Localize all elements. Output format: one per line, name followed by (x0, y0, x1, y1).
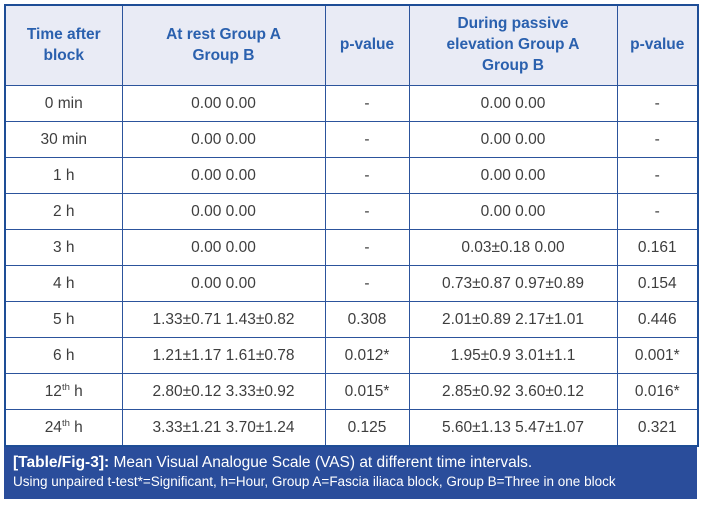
passive-elevation-cell: 0.00 0.00 (408, 157, 618, 194)
table-row: 4 h 0.00 0.00 - 0.73±0.87 0.97±0.89 0.15… (4, 265, 699, 302)
table-caption: [Table/Fig-3]: Mean Visual Analogue Scal… (4, 447, 697, 500)
caption-title-line: [Table/Fig-3]: Mean Visual Analogue Scal… (13, 453, 688, 472)
col-header-at-rest-label: At rest Group A Group B (166, 25, 281, 64)
time-cell: 4 h (4, 265, 123, 302)
p-value-rest-cell: - (324, 229, 410, 266)
passive-elevation-cell: 0.03±0.18 0.00 (408, 229, 618, 266)
time-cell: 5 h (4, 301, 123, 338)
time-unit: h (69, 383, 83, 401)
p-value-rest-cell: - (324, 193, 410, 230)
vas-table: Time after block At rest Group A Group B… (4, 4, 699, 447)
p-value-rest-cell: - (324, 157, 410, 194)
time-label: 24 (44, 419, 62, 437)
time-unit: h (69, 419, 83, 437)
passive-elevation-cell: 2.85±0.92 3.60±0.12 (408, 373, 618, 410)
time-cell: 3 h (4, 229, 123, 266)
table-header: Time after block At rest Group A Group B… (4, 4, 699, 86)
at-rest-cell: 1.21±1.17 1.61±0.78 (121, 337, 326, 374)
at-rest-cell: 0.00 0.00 (121, 121, 326, 158)
at-rest-cell: 0.00 0.00 (121, 85, 326, 122)
p-value-passive-cell: - (616, 157, 699, 194)
table-row: 30 min 0.00 0.00 - 0.00 0.00 - (4, 121, 699, 158)
col-header-passive-label: During passive elevation Group A Group B (446, 15, 580, 74)
col-header-pvalue-passive: p-value (616, 4, 699, 86)
time-cell: 24th h (4, 409, 123, 447)
passive-elevation-cell: 0.00 0.00 (408, 121, 618, 158)
time-cell: 6 h (4, 337, 123, 374)
p-value-passive-cell: - (616, 85, 699, 122)
at-rest-cell: 0.00 0.00 (121, 229, 326, 266)
passive-elevation-cell: 5.60±1.13 5.47±1.07 (408, 409, 618, 447)
time-cell: 1 h (4, 157, 123, 194)
table-row: 6 h 1.21±1.17 1.61±0.78 0.012* 1.95±0.9 … (4, 337, 699, 374)
table-row: 0 min 0.00 0.00 - 0.00 0.00 - (4, 85, 699, 122)
at-rest-cell: 0.00 0.00 (121, 157, 326, 194)
p-value-passive-cell: 0.154 (616, 265, 699, 302)
time-cell: 0 min (4, 85, 123, 122)
p-value-rest-cell: - (324, 85, 410, 122)
p-value-passive-cell: 0.321 (616, 409, 699, 447)
time-label: 3 h (52, 239, 75, 257)
time-label: 30 min (40, 131, 88, 149)
at-rest-cell: 0.00 0.00 (121, 265, 326, 302)
p-value-rest-cell: - (324, 121, 410, 158)
time-cell: 30 min (4, 121, 123, 158)
passive-elevation-cell: 0.73±0.87 0.97±0.89 (408, 265, 618, 302)
p-value-rest-cell: 0.308 (324, 301, 410, 338)
time-cell: 12th h (4, 373, 123, 410)
table-row: 2 h 0.00 0.00 - 0.00 0.00 - (4, 193, 699, 230)
col-header-pvalue-rest: p-value (324, 4, 410, 86)
header-row: Time after block At rest Group A Group B… (4, 4, 699, 86)
p-value-rest-cell: 0.125 (324, 409, 410, 447)
table-row: 1 h 0.00 0.00 - 0.00 0.00 - (4, 157, 699, 194)
p-value-passive-cell: 0.446 (616, 301, 699, 338)
time-cell: 2 h (4, 193, 123, 230)
time-label: 5 h (52, 311, 75, 329)
passive-elevation-cell: 0.00 0.00 (408, 193, 618, 230)
passive-elevation-cell: 0.00 0.00 (408, 85, 618, 122)
at-rest-cell: 0.00 0.00 (121, 193, 326, 230)
table-body: 0 min 0.00 0.00 - 0.00 0.00 - 30 min 0.0… (4, 85, 699, 447)
p-value-rest-cell: 0.015* (324, 373, 410, 410)
p-value-passive-cell: 0.161 (616, 229, 699, 266)
table-row: 12th h 2.80±0.12 3.33±0.92 0.015* 2.85±0… (4, 373, 699, 410)
p-value-passive-cell: 0.016* (616, 373, 699, 410)
at-rest-cell: 1.33±0.71 1.43±0.82 (121, 301, 326, 338)
table-figure: Time after block At rest Group A Group B… (4, 4, 699, 500)
table-row: 5 h 1.33±0.71 1.43±0.82 0.308 2.01±0.89 … (4, 301, 699, 338)
time-label: 0 min (44, 95, 83, 113)
caption-note: Using unpaired t-test*=Significant, h=Ho… (13, 474, 616, 490)
table-row: 24th h 3.33±1.21 3.70±1.24 0.125 5.60±1.… (4, 409, 699, 447)
p-value-rest-cell: 0.012* (324, 337, 410, 374)
at-rest-cell: 3.33±1.21 3.70±1.24 (121, 409, 326, 447)
caption-label: [Table/Fig-3]: (13, 454, 110, 471)
time-label: 4 h (52, 275, 75, 293)
passive-elevation-cell: 1.95±0.9 3.01±1.1 (408, 337, 618, 374)
time-superscript: th (61, 381, 70, 393)
table-row: 3 h 0.00 0.00 - 0.03±0.18 0.00 0.161 (4, 229, 699, 266)
col-header-at-rest: At rest Group A Group B (121, 4, 326, 86)
col-header-time: Time after block (4, 4, 123, 86)
p-value-passive-cell: - (616, 193, 699, 230)
time-label: 6 h (52, 347, 75, 365)
time-label: 1 h (52, 167, 75, 185)
p-value-passive-cell: - (616, 121, 699, 158)
time-superscript: th (61, 417, 70, 429)
time-label: 2 h (52, 203, 75, 221)
time-label: 12 (44, 383, 62, 401)
caption-title: Mean Visual Analogue Scale (VAS) at diff… (109, 454, 533, 471)
col-header-passive: During passive elevation Group A Group B (408, 4, 618, 86)
p-value-rest-cell: - (324, 265, 410, 302)
p-value-passive-cell: 0.001* (616, 337, 699, 374)
at-rest-cell: 2.80±0.12 3.33±0.92 (121, 373, 326, 410)
passive-elevation-cell: 2.01±0.89 2.17±1.01 (408, 301, 618, 338)
